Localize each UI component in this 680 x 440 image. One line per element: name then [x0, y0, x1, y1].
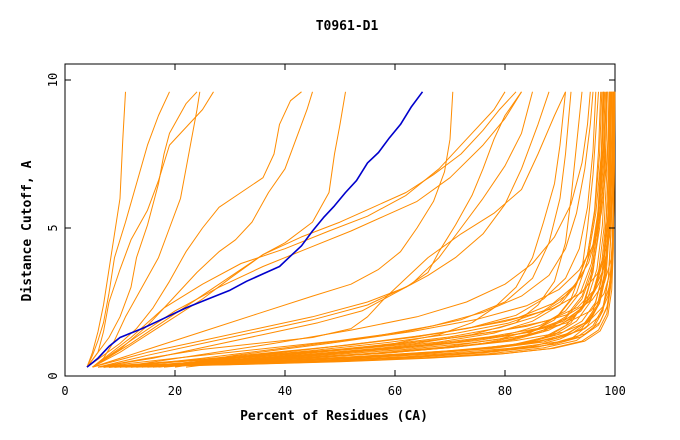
series-line-16 [97, 91, 566, 368]
series-line-3 [86, 91, 214, 368]
y-tick-label-0: 0 [46, 372, 60, 379]
series-line-2 [86, 91, 170, 368]
y-axis: 0 5 10 [46, 73, 615, 380]
series-line-26 [108, 91, 610, 368]
highlight-series-line [86, 91, 424, 368]
series-line-44 [136, 91, 611, 368]
x-tick-label-2: 40 [278, 384, 292, 398]
series-line-7 [92, 91, 313, 368]
series-line-30 [114, 91, 612, 368]
highlight-layer [86, 91, 424, 368]
series-line-12 [92, 91, 454, 368]
series-line-54 [163, 91, 611, 368]
series-line-11 [92, 91, 522, 368]
series-line-15 [97, 91, 550, 368]
series-layer [86, 91, 616, 368]
series-line-34 [119, 91, 597, 368]
series-line-19 [103, 91, 583, 368]
series-line-1 [86, 91, 126, 368]
plot-frame [64, 63, 616, 377]
series-line-28 [108, 91, 607, 368]
y-axis-label: Distance Cutoff, A [20, 160, 35, 301]
series-line-57 [185, 91, 616, 368]
series-line-25 [108, 91, 613, 368]
series-line-18 [97, 91, 572, 368]
series-line-47 [141, 91, 612, 368]
series-line-36 [119, 91, 591, 368]
x-tick-label-1: 20 [168, 384, 182, 398]
chart-title: T0961-D1 [316, 19, 379, 34]
x-tick-label-0: 0 [61, 384, 68, 398]
series-line-49 [147, 91, 615, 368]
series-line-13 [92, 91, 522, 368]
x-axis: 0 20 40 60 80 100 [61, 64, 626, 398]
x-tick-label-3: 60 [388, 384, 402, 398]
y-tick-label-2: 10 [46, 73, 60, 87]
x-tick-label-4: 80 [498, 384, 512, 398]
series-line-10 [92, 91, 506, 368]
series-line-35 [119, 91, 594, 368]
y-tick-label-1: 5 [46, 224, 60, 231]
series-line-56 [174, 91, 615, 368]
series-line-38 [125, 91, 615, 368]
series-line-45 [136, 91, 603, 368]
series-line-5 [86, 91, 198, 368]
x-tick-label-5: 100 [604, 384, 626, 398]
series-line-6 [86, 91, 302, 368]
x-axis-label: Percent of Residues (CA) [240, 409, 428, 424]
